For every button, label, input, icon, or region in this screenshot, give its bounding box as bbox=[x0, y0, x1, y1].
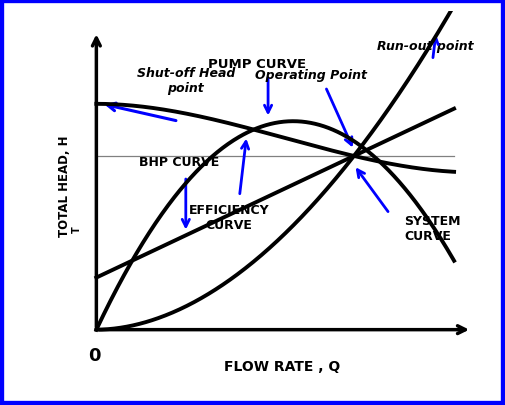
Text: 0: 0 bbox=[88, 346, 101, 364]
Text: EFFICIENCY
CURVE: EFFICIENCY CURVE bbox=[188, 203, 269, 231]
Text: FLOW RATE , Q: FLOW RATE , Q bbox=[224, 359, 340, 373]
Text: Run-out point: Run-out point bbox=[377, 40, 474, 53]
Text: Operating Point: Operating Point bbox=[255, 69, 367, 82]
Text: PUMP CURVE: PUMP CURVE bbox=[208, 58, 307, 70]
Text: TOTAL HEAD, H: TOTAL HEAD, H bbox=[58, 135, 71, 236]
Text: T: T bbox=[72, 226, 82, 232]
Text: Shut-off Head
point: Shut-off Head point bbox=[137, 66, 235, 94]
Text: SYSTEM
CURVE: SYSTEM CURVE bbox=[404, 215, 461, 243]
Text: BHP CURVE: BHP CURVE bbox=[138, 156, 219, 169]
